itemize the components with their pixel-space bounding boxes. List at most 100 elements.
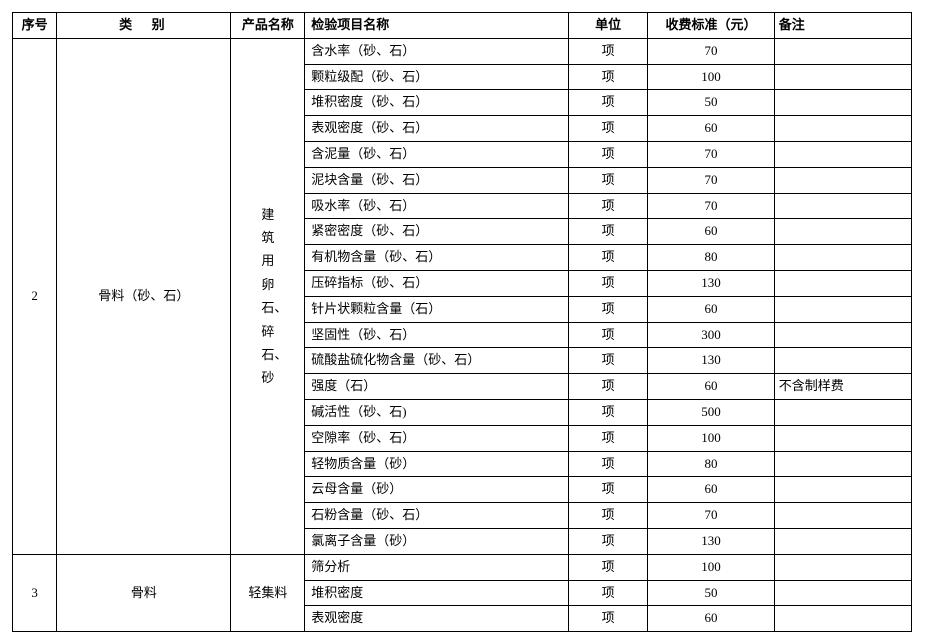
col-header-note: 备注 <box>774 13 911 39</box>
cell-note <box>774 64 911 90</box>
cell-seq: 2 <box>13 38 57 554</box>
cell-fee: 70 <box>648 503 775 529</box>
cell-note <box>774 451 911 477</box>
cell-item: 云母含量（砂） <box>305 477 569 503</box>
cell-note <box>774 348 911 374</box>
cell-unit: 项 <box>569 348 648 374</box>
cell-category: 骨料 <box>57 554 231 631</box>
cell-item: 空隙率（砂、石） <box>305 425 569 451</box>
cell-item: 吸水率（砂、石） <box>305 193 569 219</box>
cell-note <box>774 245 911 271</box>
cell-note <box>774 477 911 503</box>
cell-item: 强度（石） <box>305 374 569 400</box>
inspection-fee-table: 序号 类别 产品名称 检验项目名称 单位 收费标准（元） 备注 2骨料（砂、石）… <box>12 12 912 632</box>
cell-fee: 500 <box>648 399 775 425</box>
cell-item: 针片状颗粒含量（石） <box>305 296 569 322</box>
cell-unit: 项 <box>569 606 648 632</box>
cell-unit: 项 <box>569 245 648 271</box>
cell-unit: 项 <box>569 374 648 400</box>
cell-unit: 项 <box>569 554 648 580</box>
cell-note <box>774 167 911 193</box>
cell-item: 碱活性（砂、石) <box>305 399 569 425</box>
col-header-unit: 单位 <box>569 13 648 39</box>
cell-note <box>774 270 911 296</box>
cell-item: 紧密密度（砂、石） <box>305 219 569 245</box>
cell-unit: 项 <box>569 399 648 425</box>
cell-unit: 项 <box>569 167 648 193</box>
cell-unit: 项 <box>569 322 648 348</box>
cell-note <box>774 503 911 529</box>
cell-item: 氯离子含量（砂） <box>305 528 569 554</box>
cell-item: 筛分析 <box>305 554 569 580</box>
col-header-seq: 序号 <box>13 13 57 39</box>
cell-unit: 项 <box>569 219 648 245</box>
cell-note <box>774 580 911 606</box>
cell-item: 压碎指标（砂、石） <box>305 270 569 296</box>
cell-fee: 100 <box>648 425 775 451</box>
cell-fee: 300 <box>648 322 775 348</box>
cell-unit: 项 <box>569 141 648 167</box>
cell-fee: 70 <box>648 141 775 167</box>
cell-unit: 项 <box>569 425 648 451</box>
cell-fee: 80 <box>648 451 775 477</box>
cell-note <box>774 90 911 116</box>
cell-unit: 项 <box>569 296 648 322</box>
cell-note <box>774 606 911 632</box>
cell-fee: 70 <box>648 38 775 64</box>
cell-fee: 60 <box>648 116 775 142</box>
cell-note <box>774 38 911 64</box>
cell-item: 硫酸盐硫化物含量（砂、石） <box>305 348 569 374</box>
col-header-fee: 收费标准（元） <box>648 13 775 39</box>
cell-fee: 130 <box>648 348 775 374</box>
cell-unit: 项 <box>569 528 648 554</box>
cell-fee: 100 <box>648 64 775 90</box>
cell-fee: 60 <box>648 606 775 632</box>
cell-unit: 项 <box>569 451 648 477</box>
cell-seq: 3 <box>13 554 57 631</box>
cell-note <box>774 399 911 425</box>
table-body: 2骨料（砂、石）建筑用卵石、碎石、砂含水率（砂、石）项70颗粒级配（砂、石）项1… <box>13 38 912 631</box>
cell-item: 泥块含量（砂、石） <box>305 167 569 193</box>
cell-fee: 70 <box>648 193 775 219</box>
cell-fee: 100 <box>648 554 775 580</box>
col-header-category: 类别 <box>57 13 231 39</box>
cell-fee: 60 <box>648 374 775 400</box>
cell-note <box>774 141 911 167</box>
cell-item: 表观密度（砂、石） <box>305 116 569 142</box>
col-header-item: 检验项目名称 <box>305 13 569 39</box>
table-row: 3骨料轻集料筛分析项100 <box>13 554 912 580</box>
cell-item: 石粉含量（砂、石） <box>305 503 569 529</box>
cell-item: 颗粒级配（砂、石） <box>305 64 569 90</box>
cell-item: 含泥量（砂、石） <box>305 141 569 167</box>
table-header-row: 序号 类别 产品名称 检验项目名称 单位 收费标准（元） 备注 <box>13 13 912 39</box>
cell-unit: 项 <box>569 477 648 503</box>
cell-note <box>774 193 911 219</box>
cell-item: 堆积密度（砂、石） <box>305 90 569 116</box>
cell-fee: 60 <box>648 477 775 503</box>
cell-note <box>774 528 911 554</box>
cell-fee: 60 <box>648 296 775 322</box>
cell-unit: 项 <box>569 64 648 90</box>
cell-unit: 项 <box>569 270 648 296</box>
cell-product: 建筑用卵石、碎石、砂 <box>231 38 305 554</box>
cell-fee: 60 <box>648 219 775 245</box>
cell-item: 有机物含量（砂、石） <box>305 245 569 271</box>
cell-note <box>774 296 911 322</box>
cell-unit: 项 <box>569 503 648 529</box>
cell-note <box>774 425 911 451</box>
cell-fee: 130 <box>648 528 775 554</box>
cell-item: 堆积密度 <box>305 580 569 606</box>
cell-product: 轻集料 <box>231 554 305 631</box>
cell-unit: 项 <box>569 90 648 116</box>
cell-item: 轻物质含量（砂） <box>305 451 569 477</box>
cell-fee: 50 <box>648 90 775 116</box>
cell-fee: 70 <box>648 167 775 193</box>
cell-note <box>774 219 911 245</box>
cell-item: 坚固性（砂、石） <box>305 322 569 348</box>
cell-item: 表观密度 <box>305 606 569 632</box>
cell-fee: 130 <box>648 270 775 296</box>
table-row: 2骨料（砂、石）建筑用卵石、碎石、砂含水率（砂、石）项70 <box>13 38 912 64</box>
cell-note <box>774 322 911 348</box>
cell-unit: 项 <box>569 580 648 606</box>
cell-fee: 50 <box>648 580 775 606</box>
